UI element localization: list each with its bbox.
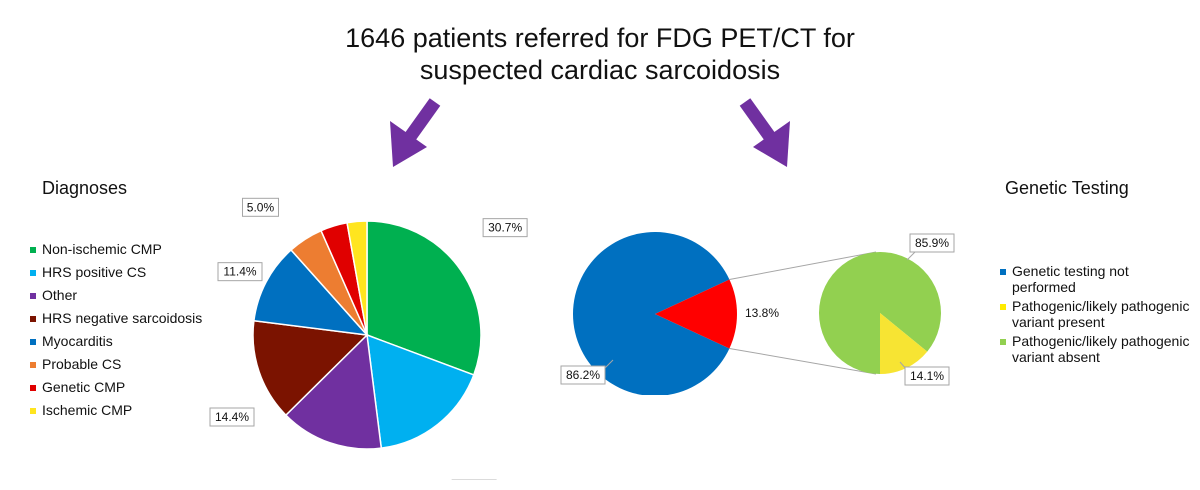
data-label-genetic-testing-not-performed-leader — [604, 359, 614, 369]
connector-line-top — [729, 251, 877, 281]
arrow-right-shaft — [739, 98, 776, 141]
pie-slice-genetic-testing-not-performed — [573, 232, 730, 395]
pie-slice-genetic-testing-performed — [655, 279, 737, 349]
data-label-genetic-testing-not-performed: 86.2% — [560, 359, 614, 385]
legend-swatch — [30, 293, 36, 299]
legend-item-ischemic-cmp: Ischemic CMP — [30, 402, 202, 425]
legend-label: Ischemic CMP — [42, 402, 133, 418]
data-label-genetic-testing-not-performed-text: 86.2% — [566, 368, 600, 382]
data-label-pathogenic-likely-pathogenic-variant-present-text: 14.1% — [910, 369, 944, 383]
legend-item-other: Other — [30, 287, 202, 310]
data-label-pathogenic-likely-pathogenic-variant-absent: 85.9% — [906, 233, 955, 261]
arrow-left-icon — [390, 98, 441, 167]
legend-item-myocarditis: Myocarditis — [30, 333, 202, 356]
legend-label: Other — [42, 287, 78, 303]
data-label-hrs-negative-sarcoidosis-box — [209, 407, 255, 427]
data-label-non-ischemic-cmp-box — [482, 218, 528, 238]
data-label-hrs-negative-sarcoidosis: 14.4% — [209, 407, 255, 427]
legend-item-pathogenic-likely-pathogenic-variant-present: Pathogenic/likely pathogenic variant pre… — [1000, 298, 1190, 330]
legend-swatch — [30, 362, 36, 368]
genetic-testing-legend: Genetic testing not performed Pathogenic/… — [1000, 263, 1190, 368]
legend-label: Pathogenic/likely pathogenic variant pre… — [1012, 298, 1190, 330]
legend-swatch — [1000, 304, 1006, 310]
legend-item-probable-cs: Probable CS — [30, 356, 202, 379]
legend-swatch — [1000, 339, 1006, 345]
legend-label: HRS negative sarcoidosis — [42, 310, 203, 326]
data-label-probable-cs: 5.0% — [241, 197, 279, 217]
legend-item-genetic-testing-not-performed: Genetic testing not performed — [1000, 263, 1190, 295]
diagnoses-title: Diagnoses — [42, 178, 128, 198]
chart-title-line-2: suspected cardiac sarcoidosis — [419, 55, 781, 85]
connector-line-bottom — [729, 347, 877, 375]
chart-title-line-1: 1646 patients referred for FDG PET/CT fo… — [345, 23, 855, 53]
pie-slice-hrs-negative-sarcoidosis — [252, 319, 369, 417]
legend-swatch — [30, 408, 36, 414]
data-label-non-ischemic-cmp-text: 30.7% — [488, 221, 522, 235]
data-label-pathogenic-likely-pathogenic-variant-present: 14.1% — [899, 361, 950, 386]
data-label-pathogenic-likely-pathogenic-variant-present-box — [904, 366, 950, 386]
data-label-probable-cs-text: 5.0% — [247, 200, 275, 214]
pie-slice-hrs-positive-cs — [366, 333, 475, 449]
arrow-right-icon — [739, 98, 790, 167]
legend-swatch — [30, 316, 36, 322]
pie-slice-pathogenic-likely-pathogenic-variant-absent — [818, 251, 941, 374]
legend-swatch — [30, 339, 36, 345]
pie-slice-myocarditis — [253, 248, 369, 336]
pie-slice-pathogenic-likely-pathogenic-variant-present — [880, 313, 928, 374]
legend-swatch — [30, 385, 36, 391]
diagnoses-pie-chart: 30.7%17.3%14.6%14.4%11.4%5.0%3.8%2.8% — [209, 197, 528, 480]
data-label-pathogenic-likely-pathogenic-variant-absent-box — [909, 233, 955, 253]
data-label-pathogenic-likely-pathogenic-variant-absent-text: 85.9% — [915, 236, 949, 250]
legend-swatch — [30, 270, 36, 276]
legend-swatch — [30, 247, 36, 253]
legend-item-non-ischemic-cmp: Non-ischemic CMP — [30, 241, 202, 264]
legend-label: Myocarditis — [42, 333, 113, 349]
legend-label: Probable CS — [42, 356, 122, 372]
data-label-non-ischemic-cmp: 30.7% — [482, 218, 528, 238]
arrow-left-shaft — [404, 98, 441, 141]
pie-slice-non-ischemic-cmp — [366, 220, 482, 376]
legend-item-hrs-positive-cs: HRS positive CS — [30, 264, 202, 287]
data-label-myocarditis-box — [217, 262, 263, 282]
genetic-testing-title: Genetic Testing — [1005, 178, 1129, 198]
pie-slice-ischemic-cmp — [346, 220, 368, 336]
data-label-pathogenic-likely-pathogenic-variant-absent-leader — [906, 251, 916, 261]
data-label-myocarditis: 11.4% — [217, 262, 263, 282]
data-label-hrs-negative-sarcoidosis-text: 14.4% — [215, 410, 249, 424]
data-label-myocarditis-text: 11.4% — [223, 265, 256, 279]
legend-item-pathogenic-likely-pathogenic-variant-absent: Pathogenic/likely pathogenic variant abs… — [1000, 333, 1190, 365]
legend-item-genetic-cmp: Genetic CMP — [30, 379, 202, 402]
legend-label: HRS positive CS — [42, 264, 147, 280]
pie-slice-other — [284, 333, 383, 450]
data-label-genetic-testing-not-performed-box — [560, 365, 606, 385]
genetic-testing-pie-chart: 13.8% 86.2% 85.9% 14.1% — [560, 232, 955, 395]
arrow-left-head — [390, 121, 427, 167]
legend-swatch — [1000, 269, 1006, 275]
diagnoses-legend: Non-ischemic CMP HRS positive CS Other HRS … — [30, 241, 202, 425]
chart-title: 1646 patients referred for FDG PET/CT fo… — [0, 22, 1200, 86]
legend-label: Genetic CMP — [42, 379, 126, 395]
data-label-probable-cs-box — [241, 197, 279, 217]
legend-label: Non-ischemic CMP — [42, 241, 162, 257]
legend-label: Pathogenic/likely pathogenic variant abs… — [1012, 333, 1190, 365]
arrow-right-head — [753, 121, 790, 167]
legend-item-hrs-negative-sarcoidosis: HRS negative sarcoidosis — [30, 310, 202, 333]
legend-label: Genetic testing not performed — [1012, 263, 1129, 295]
data-label-genetic-testing-performed: 13.8% — [745, 306, 779, 320]
